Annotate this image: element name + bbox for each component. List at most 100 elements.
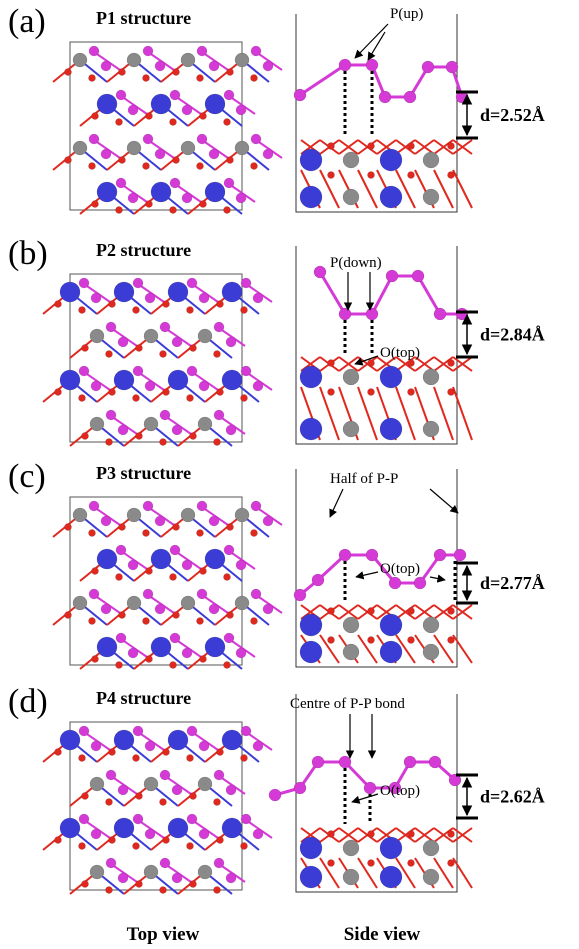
atom: [197, 589, 207, 599]
atom: [224, 178, 234, 188]
atom: [217, 301, 224, 308]
atom: [151, 94, 171, 114]
atom: [170, 119, 177, 126]
atom: [146, 201, 153, 208]
annotation: O(top): [380, 561, 420, 577]
panel: (d)P4 structured=2.62ÅCentre of P-P bond…: [8, 683, 545, 894]
atom: [197, 75, 204, 82]
top-view: [43, 274, 272, 446]
atom: [97, 549, 117, 569]
distance-label: d=2.77Å: [480, 573, 545, 593]
atom: [90, 417, 104, 431]
atom: [114, 730, 134, 750]
atom: [328, 831, 335, 838]
atom: [241, 307, 248, 314]
atom: [448, 389, 455, 396]
annotation: Half of P-P: [330, 471, 398, 487]
atom: [380, 641, 402, 663]
panel: (c)P3 structured=2.77ÅHalf of P-PO(top): [8, 458, 545, 669]
atom: [205, 637, 225, 657]
atom: [145, 829, 155, 839]
atom: [197, 618, 204, 625]
cell-outline: [296, 469, 457, 667]
atom: [263, 604, 273, 614]
atom: [380, 614, 402, 636]
atom: [106, 351, 113, 358]
atom: [136, 345, 143, 352]
atom: [368, 637, 375, 644]
bond: [453, 635, 472, 663]
atom: [222, 370, 242, 390]
atom: [251, 134, 261, 144]
atom: [227, 157, 234, 164]
atom: [199, 293, 209, 303]
atom: [312, 574, 324, 586]
atom: [190, 433, 197, 440]
atom: [226, 785, 236, 795]
atom: [198, 777, 212, 791]
atom: [300, 366, 322, 388]
atom: [187, 366, 197, 376]
atom: [116, 633, 126, 643]
atom: [91, 741, 101, 751]
side-view: d=2.77Å Half of P-P O(top): [294, 469, 545, 667]
atom: [160, 887, 167, 894]
atom: [101, 516, 111, 526]
atom: [143, 75, 150, 82]
atom: [214, 322, 224, 332]
atom: [222, 282, 242, 302]
atom: [136, 881, 143, 888]
atom: [119, 69, 126, 76]
atom: [423, 421, 439, 437]
atom: [379, 91, 391, 103]
atom: [90, 329, 104, 343]
annotation: O(top): [380, 783, 420, 799]
atom: [89, 163, 96, 170]
atom: [146, 568, 153, 575]
atom: [118, 337, 128, 347]
atom: [241, 843, 248, 850]
atom: [160, 858, 170, 868]
panel-title: P2 structure: [96, 240, 191, 260]
atom: [144, 777, 158, 791]
panel: (b)P2 structured=2.84ÅP(down)O(top): [8, 235, 545, 446]
atom: [143, 618, 150, 625]
atom: [116, 119, 123, 126]
bond: [320, 272, 345, 314]
atom: [109, 837, 116, 844]
atom: [236, 105, 246, 115]
atom: [404, 91, 416, 103]
atom: [144, 865, 158, 879]
atom: [109, 301, 116, 308]
annotation-arrow: [355, 24, 388, 58]
atom: [170, 633, 180, 643]
atom: [65, 612, 72, 619]
atom: [181, 508, 195, 522]
annotation: P(up): [390, 6, 423, 22]
bond: [453, 858, 472, 888]
annotation-arrow: [356, 572, 378, 577]
atom: [109, 749, 116, 756]
atom: [133, 814, 143, 824]
atom: [227, 612, 234, 619]
atom: [251, 46, 261, 56]
atom: [241, 366, 251, 376]
atom: [187, 814, 197, 824]
atom: [251, 501, 261, 511]
atom: [408, 831, 415, 838]
atom: [366, 59, 378, 71]
atom: [155, 516, 165, 526]
atom: [133, 278, 143, 288]
atom: [73, 596, 87, 610]
atom: [236, 560, 246, 570]
atom: [82, 793, 89, 800]
atom: [60, 282, 80, 302]
atom: [339, 549, 351, 561]
atom: [343, 644, 359, 660]
atom: [454, 549, 466, 561]
atom: [224, 545, 234, 555]
atom: [328, 608, 335, 615]
atom: [60, 370, 80, 390]
atom: [205, 549, 225, 569]
atom: [217, 837, 224, 844]
